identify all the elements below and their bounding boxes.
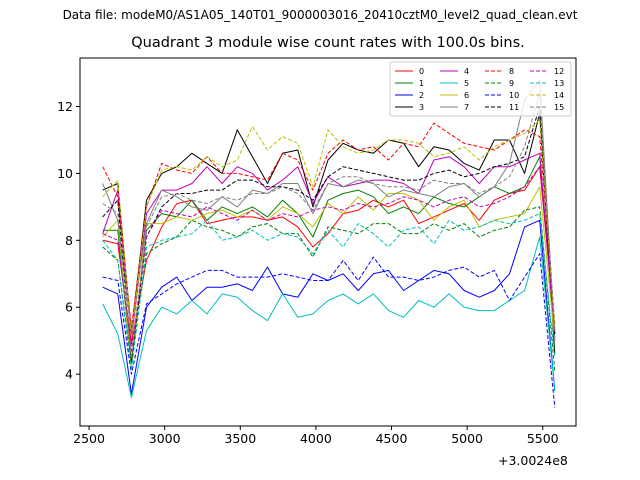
suptitle: Data file: modeM0/AS1A05_140T01_90000030… [62,8,578,22]
series-line-2 [102,219,556,395]
legend-label-6: 6 [464,91,469,100]
series-line-13 [102,213,556,372]
y-tick-label: 12 [57,99,73,114]
series-line-11 [102,106,556,362]
series-layer [102,79,556,408]
series-line-15 [102,92,556,358]
legend-label-11: 11 [509,103,519,112]
legend-label-14: 14 [554,91,564,100]
series-line-12 [102,166,556,352]
y-tick-label: 6 [65,300,73,315]
legend-label-3: 3 [419,103,424,112]
x-tick-label: 3500 [224,431,256,446]
series-line-3 [102,112,556,355]
legend-label-4: 4 [464,67,469,76]
legend-label-9: 9 [509,79,514,88]
x-tick-label: 4000 [300,431,332,446]
x-tick-label: 3000 [149,431,181,446]
legend-label-8: 8 [509,67,514,76]
x-tick-label: 5000 [451,431,483,446]
legend-box [389,61,572,117]
series-line-10 [102,253,556,408]
x-axis: 2500 3000 3500 4000 4500 5000 5500 [73,426,559,446]
legend-label-15: 15 [554,103,564,112]
x-tick-label: 5500 [527,431,559,446]
series-line-9 [102,206,556,371]
legend-label-1: 1 [419,79,424,88]
series-line-14 [102,119,556,338]
y-axis: 4 6 8 10 12 [57,99,80,382]
series-line-4 [102,152,556,342]
series-line-5 [102,236,556,399]
legend-label-13: 13 [554,79,564,88]
chart-title: Quadrant 3 module wise count rates with … [131,35,525,51]
x-offset-label: +3.0024e8 [498,453,568,468]
series-line-8 [102,122,556,328]
series-line-0 [102,166,556,345]
x-tick-label: 4500 [376,431,408,446]
legend-label-2: 2 [419,91,424,100]
y-tick-label: 10 [57,166,73,181]
series-line-1 [102,156,556,365]
legend-label-7: 7 [464,103,469,112]
legend-label-5: 5 [464,79,469,88]
legend-label-10: 10 [509,91,519,100]
plot-frame [79,57,577,427]
legend-label-0: 0 [419,67,424,76]
y-tick-label: 4 [65,367,73,382]
x-tick-label: 2500 [73,431,105,446]
y-tick-label: 8 [65,233,73,248]
legend-label-12: 12 [554,67,564,76]
